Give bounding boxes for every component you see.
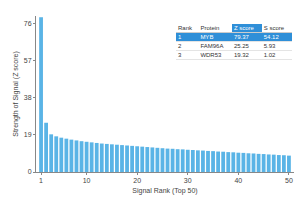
html-text:FAM96A: FAM96A xyxy=(200,43,224,49)
html-text:2: 2 xyxy=(178,43,182,49)
html-text:S score: S score xyxy=(263,25,285,31)
html-text:54.12: 54.12 xyxy=(263,34,279,40)
html-text:25.25: 25.25 xyxy=(233,43,249,49)
svg-text:Strength of Signal (Z score): Strength of Signal (Z score) xyxy=(12,51,20,137)
svg-text:30: 30 xyxy=(184,177,192,184)
svg-text:Signal Rank (Top 50): Signal Rank (Top 50) xyxy=(132,187,197,195)
svg-text:76: 76 xyxy=(24,20,32,27)
svg-text:0: 0 xyxy=(28,168,32,175)
svg-text:19: 19 xyxy=(24,131,32,138)
svg-text:50: 50 xyxy=(285,177,293,184)
html-text:MYB: MYB xyxy=(200,34,214,40)
html-text:79.37: 79.37 xyxy=(233,34,249,40)
html-text:5.93: 5.93 xyxy=(263,43,276,49)
html-text:Z score: Z score xyxy=(233,25,254,31)
html-text:WDR53: WDR53 xyxy=(200,52,222,58)
html-text:Rank: Rank xyxy=(178,25,192,31)
html-text:Protein: Protein xyxy=(200,25,220,31)
svg-text:1: 1 xyxy=(39,177,43,184)
html-text:3: 3 xyxy=(178,52,182,58)
svg-text:38: 38 xyxy=(24,94,32,101)
svg-text:10: 10 xyxy=(83,177,91,184)
svg-text:57: 57 xyxy=(24,57,32,64)
svg-text:20: 20 xyxy=(133,177,141,184)
html-text:1.02: 1.02 xyxy=(263,52,276,58)
svg-text:40: 40 xyxy=(234,177,242,184)
html-text:1: 1 xyxy=(178,34,182,40)
html-text:19.32: 19.32 xyxy=(233,52,249,58)
